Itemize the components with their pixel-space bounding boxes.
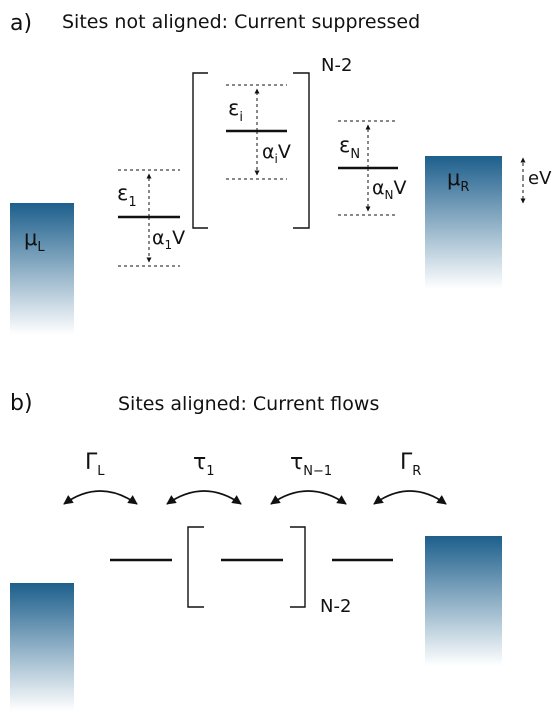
gamma-right-label: ΓR xyxy=(400,450,421,479)
bias-label: eV xyxy=(528,168,552,189)
shift-1-label: α1V xyxy=(152,227,185,252)
left-lead xyxy=(10,203,74,335)
panel-b: b) Sites aligned: Current flows ΓL τ1 τN… xyxy=(10,391,502,711)
repeat-label-a: N-2 xyxy=(321,55,352,76)
hop-arrow-1 xyxy=(166,490,242,505)
mu-right-label: μR xyxy=(447,166,469,195)
tau-N1-label: τN−1 xyxy=(290,450,332,479)
right-lead-b xyxy=(425,536,502,666)
hop-arrow-N1 xyxy=(270,490,347,505)
hop-arrow-right-lead xyxy=(373,490,447,505)
left-lead-b xyxy=(10,583,74,711)
mu-left-label: μL xyxy=(24,226,45,255)
panel-b-title: Sites aligned: Current flows xyxy=(118,393,379,415)
panel-a: a) Sites not aligned: Current suppressed… xyxy=(10,11,552,335)
bracket-right-b xyxy=(290,526,306,608)
bracket-left-a xyxy=(192,72,208,229)
shift-N-label: αNV xyxy=(372,177,407,202)
eps-i-label: εi xyxy=(228,96,243,125)
repeat-label-b: N-2 xyxy=(320,596,351,617)
eps-N-label: εN xyxy=(339,133,360,162)
eps-1-label: ε1 xyxy=(117,181,137,210)
bracket-right-a xyxy=(293,72,310,229)
shift-i-label: αiV xyxy=(262,141,291,166)
right-lead xyxy=(425,156,502,289)
hop-arrow-left-lead xyxy=(63,490,138,505)
tau-1-label: τ1 xyxy=(193,450,215,479)
panel-b-label: b) xyxy=(10,391,33,416)
bracket-left-b xyxy=(187,526,204,608)
panel-a-label: a) xyxy=(10,11,32,36)
panel-a-title: Sites not aligned: Current suppressed xyxy=(62,11,420,33)
gamma-left-label: ΓL xyxy=(85,450,105,479)
